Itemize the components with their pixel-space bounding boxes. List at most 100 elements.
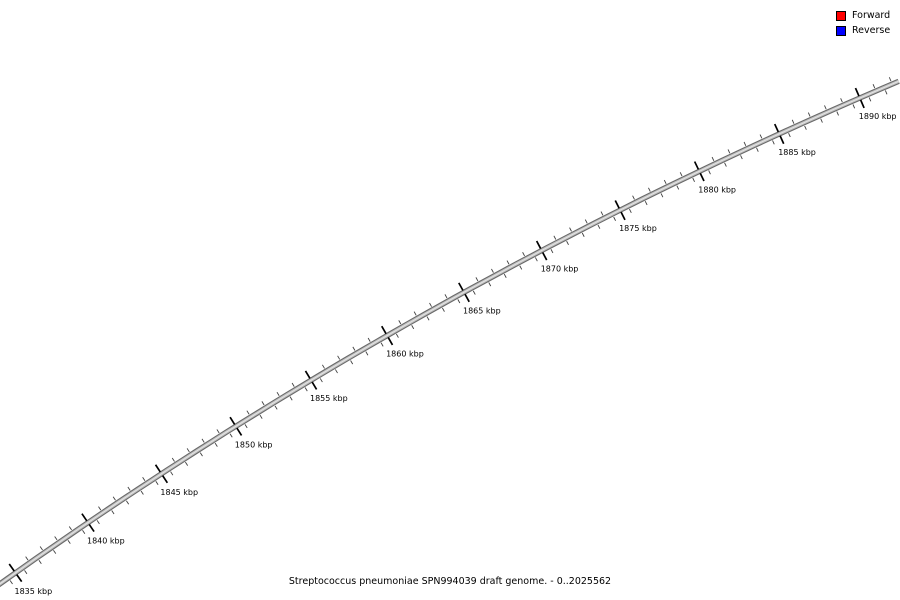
chart-title: Streptococcus pneumoniae SPN994039 draft… bbox=[288, 576, 612, 587]
minor-tick bbox=[791, 119, 795, 124]
minor-tick bbox=[274, 405, 278, 410]
minor-tick bbox=[840, 98, 843, 103]
major-tick bbox=[380, 325, 387, 335]
genome-band-highlight bbox=[0, 80, 899, 585]
minor-tick bbox=[53, 549, 57, 554]
minor-tick bbox=[472, 290, 476, 295]
minor-tick bbox=[868, 97, 872, 102]
minor-tick bbox=[772, 140, 775, 145]
minor-tick bbox=[82, 529, 86, 534]
minor-tick bbox=[171, 457, 175, 462]
legend: Forward Reverse bbox=[836, 8, 890, 38]
minor-tick bbox=[25, 556, 29, 561]
minor-tick bbox=[395, 333, 399, 338]
minor-tick bbox=[600, 211, 604, 216]
major-tick bbox=[387, 337, 394, 346]
major-tick bbox=[859, 99, 865, 109]
minor-tick bbox=[569, 227, 572, 232]
minor-tick bbox=[352, 346, 356, 351]
genome-band bbox=[0, 79, 900, 586]
major-tick bbox=[154, 464, 161, 473]
minor-tick bbox=[111, 510, 115, 515]
tick-label: 1875 kbp bbox=[619, 224, 657, 233]
minor-tick bbox=[229, 433, 233, 438]
minor-tick bbox=[888, 77, 892, 82]
tick-label: 1840 kbp bbox=[87, 537, 125, 546]
minor-tick bbox=[380, 342, 384, 347]
major-tick bbox=[311, 381, 318, 390]
minor-tick bbox=[884, 90, 888, 95]
minor-tick bbox=[756, 147, 759, 152]
minor-tick bbox=[534, 257, 538, 262]
minor-tick bbox=[214, 442, 218, 447]
tick-label: 1855 kbp bbox=[310, 394, 348, 403]
minor-tick bbox=[429, 302, 432, 307]
minor-tick bbox=[350, 360, 354, 365]
minor-tick bbox=[9, 580, 13, 585]
minor-tick bbox=[291, 382, 295, 387]
tick-label: 1885 kbp bbox=[778, 148, 816, 157]
minor-tick bbox=[663, 179, 667, 184]
minor-tick bbox=[836, 111, 839, 116]
minor-tick bbox=[244, 424, 248, 429]
minor-tick bbox=[98, 506, 102, 511]
minor-tick bbox=[276, 391, 280, 397]
minor-tick bbox=[259, 414, 263, 419]
minor-tick bbox=[629, 208, 632, 214]
minor-tick bbox=[170, 471, 174, 476]
minor-tick bbox=[613, 216, 616, 221]
minor-tick bbox=[553, 235, 557, 240]
tick-label: 1870 kbp bbox=[541, 265, 579, 274]
minor-tick bbox=[679, 172, 683, 177]
minor-tick bbox=[644, 201, 648, 206]
tick-label: 1835 kbp bbox=[15, 587, 53, 596]
minor-tick bbox=[289, 396, 293, 401]
minor-tick bbox=[38, 560, 42, 564]
major-tick bbox=[773, 123, 780, 133]
legend-item-reverse: Reverse bbox=[836, 23, 890, 38]
tick-label: 1880 kbp bbox=[698, 185, 736, 194]
minor-tick bbox=[820, 118, 823, 123]
minor-tick bbox=[581, 232, 585, 237]
minor-tick bbox=[727, 149, 731, 154]
major-tick bbox=[614, 200, 620, 209]
minor-tick bbox=[692, 177, 695, 182]
minor-tick bbox=[807, 112, 811, 117]
tick-label: 1890 kbp bbox=[859, 112, 897, 121]
minor-tick bbox=[522, 252, 525, 257]
minor-tick bbox=[216, 429, 220, 434]
minor-tick bbox=[426, 316, 430, 321]
minor-tick bbox=[852, 104, 856, 109]
minor-tick bbox=[506, 260, 510, 265]
major-tick bbox=[854, 87, 860, 97]
major-tick bbox=[541, 252, 548, 261]
major-tick bbox=[8, 563, 15, 572]
genome-band-edge bbox=[0, 78, 900, 588]
tick-label: 1860 kbp bbox=[386, 350, 424, 359]
minor-tick bbox=[444, 294, 448, 299]
minor-tick bbox=[67, 539, 71, 544]
minor-tick bbox=[68, 526, 72, 531]
minor-tick bbox=[304, 387, 308, 392]
minor-tick bbox=[398, 320, 402, 325]
major-tick bbox=[779, 135, 785, 145]
minor-tick bbox=[550, 249, 554, 254]
minor-tick bbox=[759, 134, 763, 139]
minor-tick bbox=[201, 438, 205, 443]
legend-item-forward: Forward bbox=[836, 8, 890, 23]
minor-tick bbox=[199, 452, 203, 457]
minor-tick bbox=[708, 170, 711, 175]
minor-tick bbox=[660, 193, 664, 198]
minor-tick bbox=[126, 500, 130, 505]
minor-tick bbox=[185, 461, 189, 466]
major-tick bbox=[535, 240, 542, 249]
major-tick bbox=[693, 161, 700, 170]
minor-tick bbox=[112, 496, 116, 501]
minor-tick bbox=[127, 486, 131, 491]
minor-tick bbox=[740, 155, 743, 160]
minor-tick bbox=[676, 185, 680, 190]
minor-tick bbox=[413, 311, 417, 316]
minor-tick bbox=[322, 364, 325, 369]
minor-tick bbox=[186, 448, 190, 453]
minor-tick bbox=[337, 355, 341, 360]
